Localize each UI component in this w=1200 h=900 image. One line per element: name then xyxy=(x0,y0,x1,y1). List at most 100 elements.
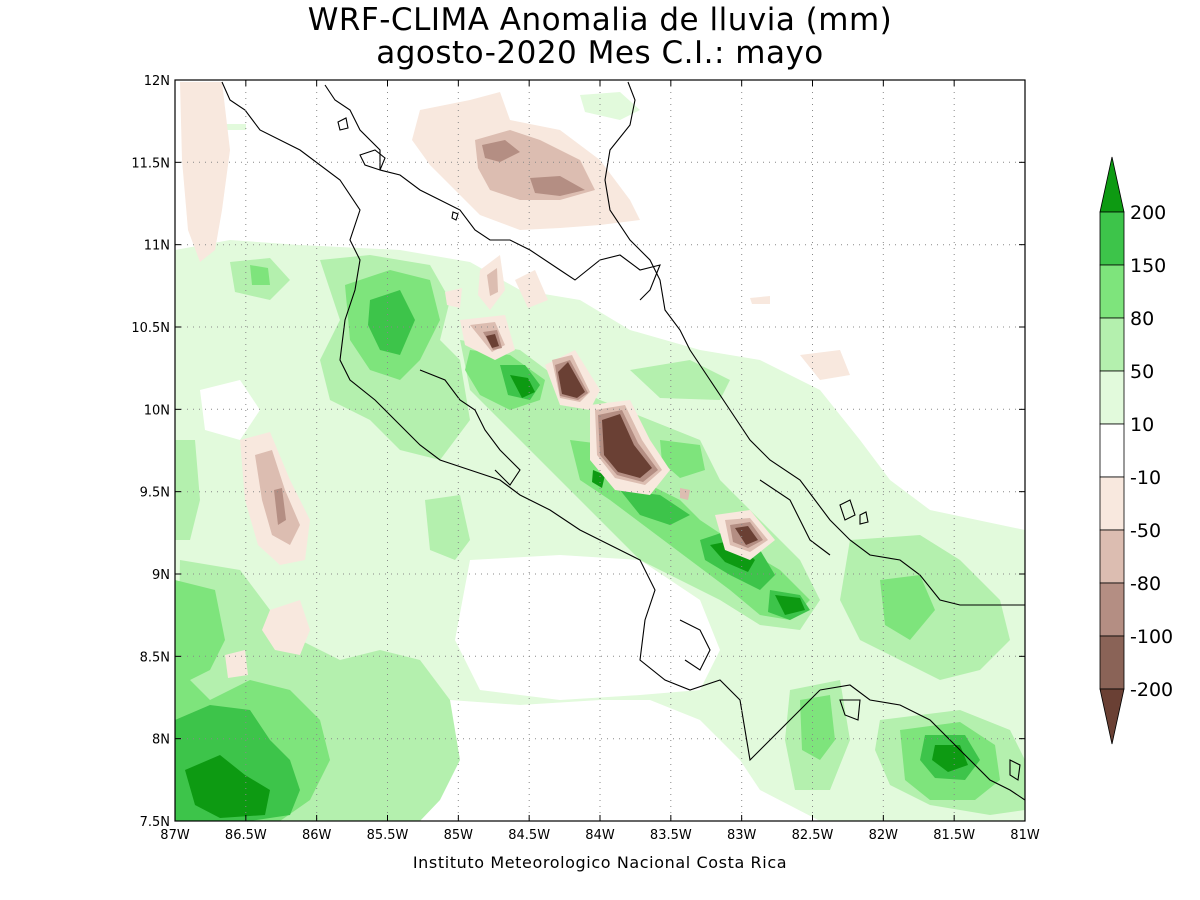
coastal-island xyxy=(451,211,459,221)
map-title: WRF-CLIMA Anomalia de lluvia (mm) xyxy=(307,2,893,38)
legend-boundary-label: -80 xyxy=(1130,573,1161,595)
y-tick-label: 11.5N xyxy=(131,156,170,171)
x-tick-label: 81.5W xyxy=(933,828,975,843)
x-tick-label: 85.5W xyxy=(367,828,409,843)
credit-text: Instituto Meteorologico Nacional Costa R… xyxy=(412,853,788,872)
anomaly-mid-green-region xyxy=(800,695,835,760)
x-tick-label: 82.5W xyxy=(792,828,834,843)
anomaly-pale-brown-region xyxy=(515,270,548,308)
anomaly-dark-green-region xyxy=(592,470,605,488)
y-tick-label: 12N xyxy=(144,74,170,89)
anomaly-pale-green-region xyxy=(200,380,260,440)
coastal-island xyxy=(1009,759,1021,781)
anomaly-darkest-brown-region xyxy=(558,362,585,398)
anomaly-darkest-brown-region xyxy=(735,526,758,545)
y-tick-label: 9N xyxy=(152,568,170,583)
caribbean-coastline xyxy=(604,81,1025,606)
x-tick-label: 86W xyxy=(302,828,332,843)
anomaly-pale-brown-region xyxy=(750,296,770,304)
grid-lines xyxy=(175,80,1025,821)
legend-color-swatch xyxy=(1099,317,1125,372)
panama-coast xyxy=(819,684,1025,801)
anomaly-pale-green-region xyxy=(580,92,640,120)
anomaly-light-brown-region xyxy=(680,488,690,500)
anomaly-pale-brown-region xyxy=(800,350,850,380)
anomaly-mid-green-region xyxy=(660,440,705,478)
legend-boundary-label: 200 xyxy=(1130,202,1166,224)
bocas-islands xyxy=(859,511,869,525)
x-tick-label: 82W xyxy=(869,828,899,843)
osa-peninsula xyxy=(679,619,711,671)
anomaly-darkest-brown-region xyxy=(602,414,652,478)
x-tick-label: 84W xyxy=(585,828,615,843)
anomaly-mid-green-region xyxy=(250,265,270,285)
legend-color-swatch xyxy=(1099,423,1125,478)
anomaly-pale-brown-region xyxy=(262,600,310,655)
x-axis-ticks: 87W 86.5W 86W 85.5W 85W 84.5W 84W 83.5W 83W 82.5W… xyxy=(160,80,1040,843)
x-tick-label: 83.5W xyxy=(650,828,692,843)
anomaly-dark-green-region xyxy=(932,745,968,772)
anomaly-light-brown-region xyxy=(487,268,498,296)
anomaly-dark-green-region xyxy=(710,540,755,572)
x-tick-label: 86.5W xyxy=(225,828,267,843)
legend-boundary-label: -10 xyxy=(1130,467,1161,489)
y-tick-label: 10N xyxy=(144,403,170,418)
coastlines xyxy=(221,81,1025,801)
y-tick-label: 8.5N xyxy=(140,650,170,665)
anomaly-dark-green-region xyxy=(775,595,805,615)
anomaly-pale-brown-region xyxy=(225,650,248,678)
anomaly-light-green-region xyxy=(630,360,730,400)
anomaly-pale-brown-region xyxy=(445,288,462,308)
anomaly-mid-green-region xyxy=(880,575,935,640)
bocas-islands xyxy=(839,499,856,521)
nicoya-gulf-coast xyxy=(419,369,521,486)
anomaly-brown-region xyxy=(274,488,286,525)
legend-color-swatch xyxy=(1099,688,1125,745)
x-tick-label: 83W xyxy=(727,828,757,843)
legend-color-swatch xyxy=(1099,582,1125,637)
anomaly-brown-region xyxy=(482,140,520,162)
anomaly-field xyxy=(175,80,1025,821)
anomaly-dark-green-region xyxy=(185,755,270,818)
legend-boundary-label: 80 xyxy=(1130,308,1154,330)
legend-color-swatch xyxy=(1099,211,1125,266)
anomaly-pale-green-region xyxy=(222,124,246,130)
pacific-coastline xyxy=(221,81,821,762)
lake-shoreline xyxy=(337,117,349,131)
anomaly-pale-green-region xyxy=(455,555,720,700)
legend-boundary-label: -100 xyxy=(1130,626,1173,648)
lake-nicaragua-island xyxy=(359,149,386,171)
legend-boundary-label: 150 xyxy=(1130,255,1166,277)
legend-boundary-label: -50 xyxy=(1130,520,1161,542)
y-axis-ticks: 7.5N 8N 8.5N 9N 9.5N 10N 10.5N 11N 11.5N 12N xyxy=(131,74,1025,830)
x-tick-label: 87W xyxy=(160,828,190,843)
legend-color-swatch xyxy=(1099,529,1125,584)
legend-color-swatch xyxy=(1099,370,1125,425)
x-tick-label: 81W xyxy=(1010,828,1040,843)
nicaragua-lake-coast xyxy=(324,84,661,301)
legend-boundary-label: -200 xyxy=(1130,679,1173,701)
y-tick-label: 8N xyxy=(152,733,170,748)
legend-color-swatch xyxy=(1099,476,1125,531)
x-tick-label: 85W xyxy=(444,828,474,843)
anomaly-pale-brown-region xyxy=(180,82,230,262)
y-tick-label: 7.5N xyxy=(140,815,170,830)
y-tick-label: 11N xyxy=(144,239,170,254)
anomaly-green-region xyxy=(368,290,415,355)
legend-boundary-label: 10 xyxy=(1130,414,1154,436)
y-tick-label: 10.5N xyxy=(131,321,170,336)
legend-color-swatch xyxy=(1099,156,1125,213)
chiriqui-coast xyxy=(839,699,861,721)
anomaly-darkest-brown-region xyxy=(486,334,499,348)
legend-color-swatch xyxy=(1099,264,1125,319)
color-legend: 200 150 80 50 10 -10 -50 -80 -100 -200 xyxy=(1099,156,1173,745)
anomaly-light-green-region xyxy=(175,440,200,540)
anomaly-green-region xyxy=(620,490,690,525)
map-subtitle: agosto-2020 Mes C.I.: mayo xyxy=(376,35,824,71)
legend-color-swatch xyxy=(1099,635,1125,690)
x-tick-label: 84.5W xyxy=(508,828,550,843)
legend-boundary-label: 50 xyxy=(1130,361,1154,383)
anomaly-light-green-region xyxy=(425,495,470,560)
panama-border xyxy=(759,479,831,556)
